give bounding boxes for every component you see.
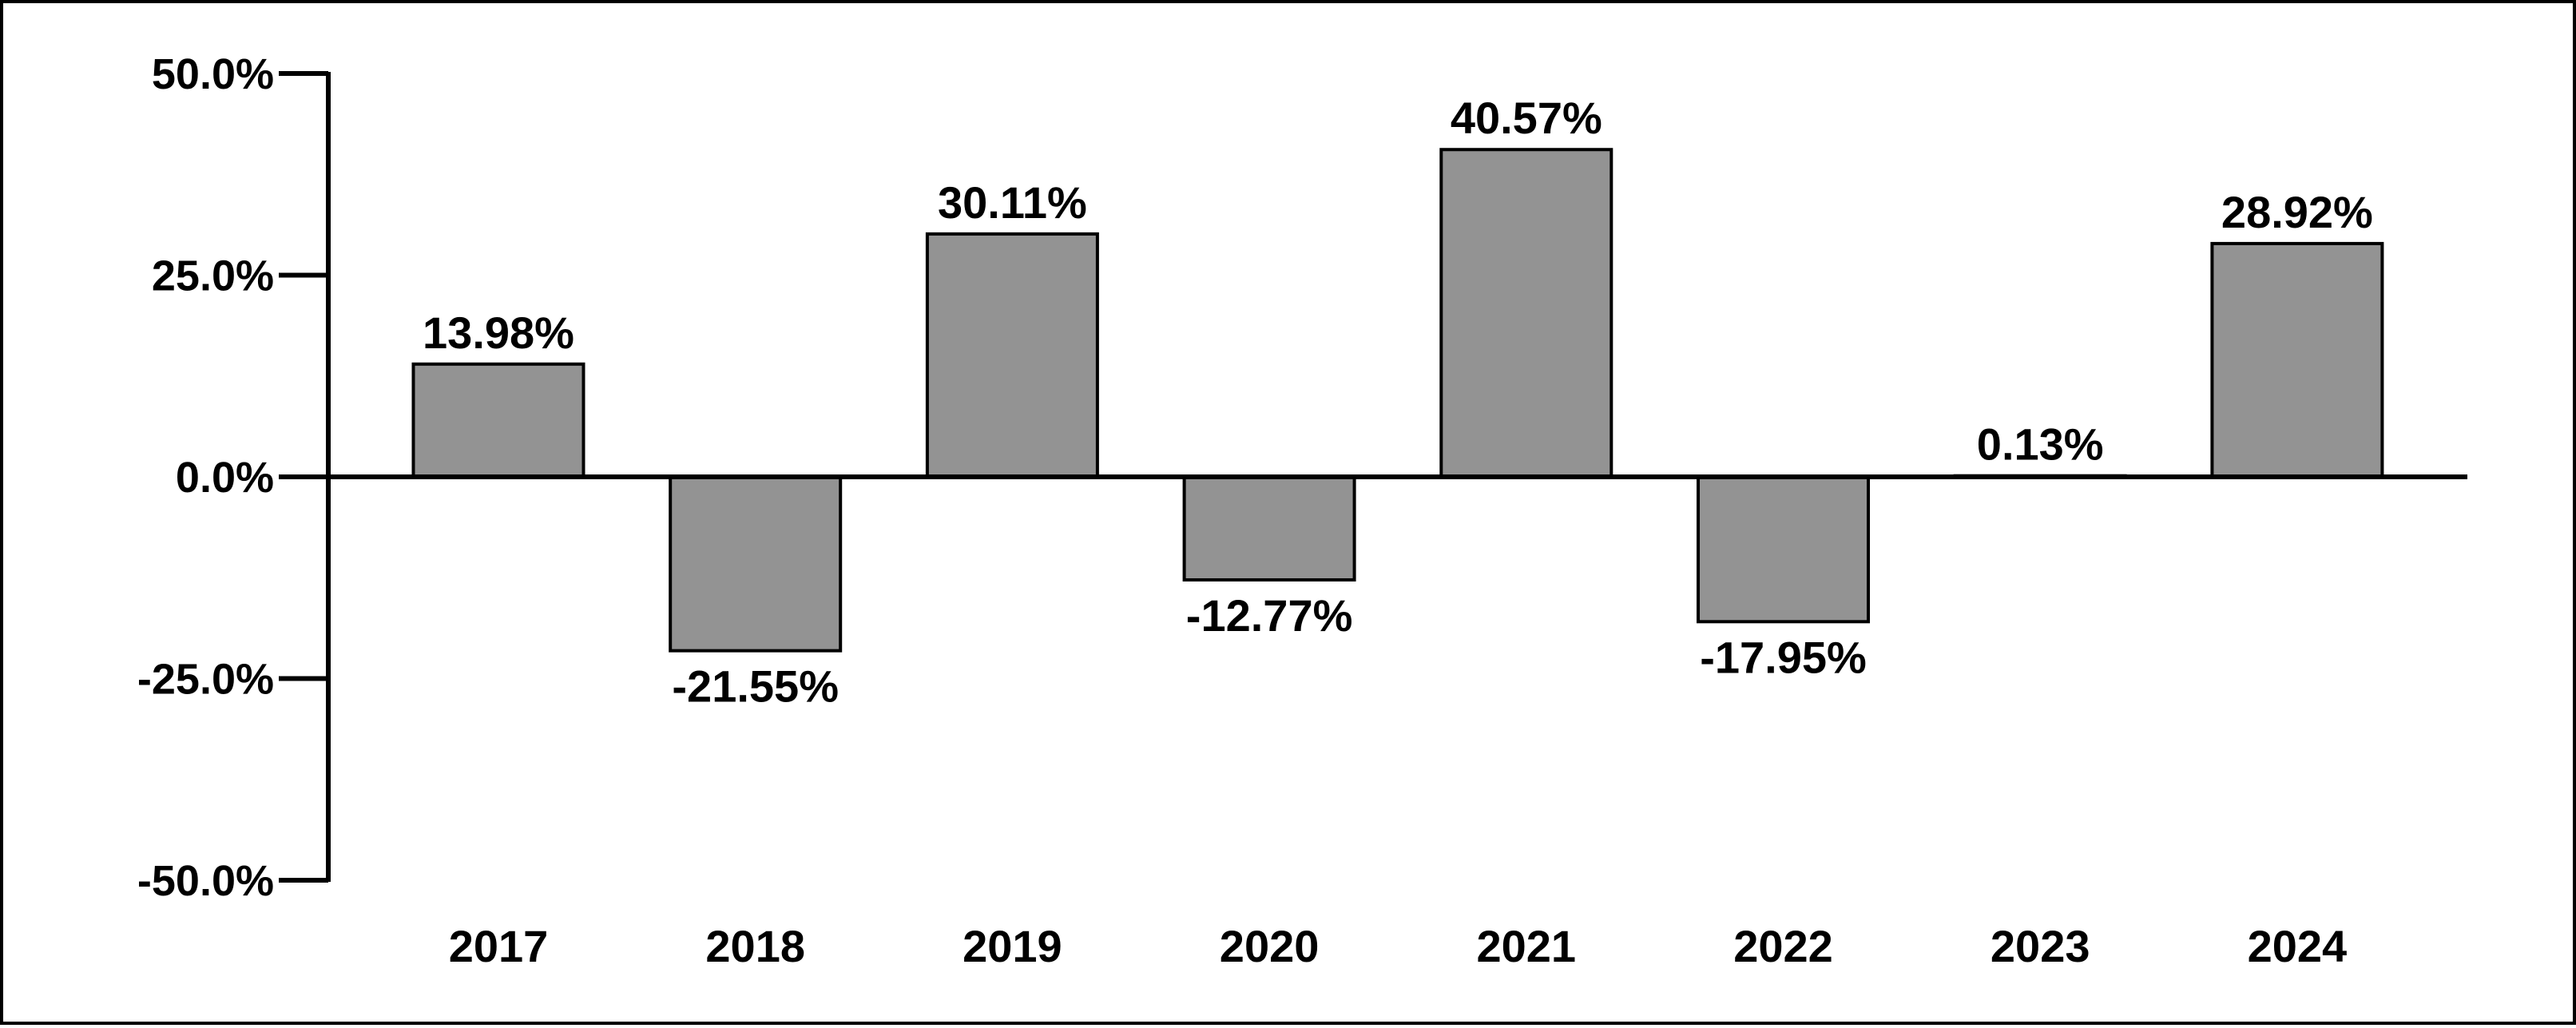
bar-2017	[411, 362, 585, 478]
data-labels: 13.98% -21.55% 30.11% -12.77% 40.57% -17.95% 0…	[423, 93, 2373, 711]
y-tick-label: -50.0%	[137, 857, 274, 905]
data-label-2023: 0.13%	[1977, 419, 2104, 470]
bar-2022	[1697, 475, 1870, 624]
data-label-2018: -21.55%	[672, 661, 839, 712]
bar-2018	[669, 475, 843, 653]
data-label-2022: -17.95%	[1700, 632, 1867, 682]
x-tick-label-2020: 2020	[1220, 921, 1320, 971]
y-tick-label: 50.0%	[152, 50, 274, 98]
bar-2020	[1182, 475, 1356, 581]
x-tick-label-2017: 2017	[449, 921, 549, 971]
x-tick-label-2018: 2018	[705, 921, 805, 971]
data-label-2017: 13.98%	[423, 308, 574, 358]
x-tick-label-2023: 2023	[1991, 921, 2090, 971]
data-label-2024: 28.92%	[2221, 187, 2373, 237]
x-tick-label-2024: 2024	[2248, 921, 2348, 971]
bar-2024	[2210, 241, 2384, 478]
data-label-2021: 40.57%	[1451, 93, 1602, 143]
data-label-2020: -12.77%	[1186, 590, 1353, 641]
y-axis: 50.0% 25.0% 0.0% -25.0% -50.0%	[137, 50, 331, 905]
x-tick-label-2022: 2022	[1733, 921, 1833, 971]
data-label-2019: 30.11%	[938, 177, 1087, 228]
y-tick-label: 25.0%	[152, 252, 274, 300]
bar-2019	[925, 232, 1099, 478]
x-axis-labels: 2017 2018 2019 2020 2021 2022 2023 2024	[449, 921, 2347, 971]
bar-chart: 50.0% 25.0% 0.0% -25.0% -50.0% 13.98% -21.55%…	[137, 50, 2467, 971]
x-tick-label-2021: 2021	[1477, 921, 1577, 971]
y-tick-label: 0.0%	[176, 454, 274, 502]
y-tick-label: -25.0%	[137, 656, 274, 704]
x-tick-label-2019: 2019	[963, 921, 1062, 971]
bar-2021	[1439, 148, 1613, 478]
bars	[411, 148, 2384, 653]
